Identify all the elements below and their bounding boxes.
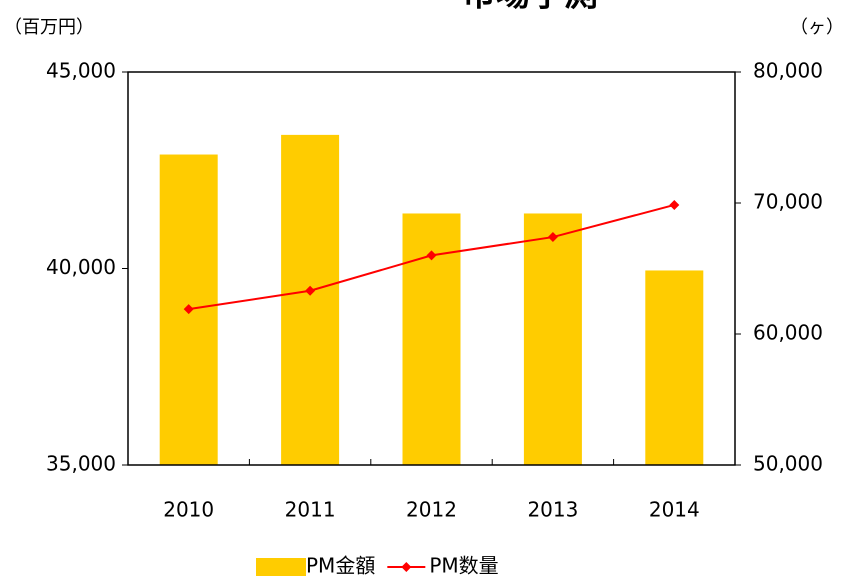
- x-tick-label: 2014: [649, 498, 700, 522]
- y-axis-unit: （百万円）: [4, 17, 94, 38]
- x-tick-label: 2012: [406, 498, 457, 522]
- y-tick-label: 35,000: [46, 452, 116, 476]
- bar: [645, 270, 704, 465]
- line-marker: [669, 199, 680, 210]
- chart-title: 市場予測: [462, 0, 598, 15]
- y2-axis-unit: （ヶ）: [790, 17, 843, 38]
- x-tick-label: 2011: [285, 498, 336, 522]
- y-tick-label: 40,000: [46, 255, 116, 279]
- line-marker: [305, 285, 316, 296]
- x-tick-label: 2010: [163, 498, 214, 522]
- bar: [523, 213, 582, 465]
- legend-label: PM金額: [306, 554, 375, 578]
- line-marker: [547, 232, 558, 243]
- y-tick-label: 45,000: [46, 59, 116, 83]
- legend-label: PM数量: [429, 554, 498, 578]
- line-marker: [426, 250, 437, 261]
- legend-swatch: [256, 558, 306, 576]
- bar: [281, 134, 340, 465]
- line-marker: [183, 304, 194, 315]
- y2-tick-label: 80,000: [753, 59, 823, 83]
- x-tick-label: 2013: [527, 498, 578, 522]
- legend-marker: [401, 562, 412, 572]
- y2-tick-label: 70,000: [753, 190, 823, 214]
- y2-tick-label: 60,000: [753, 321, 823, 345]
- y2-tick-label: 50,000: [753, 452, 823, 476]
